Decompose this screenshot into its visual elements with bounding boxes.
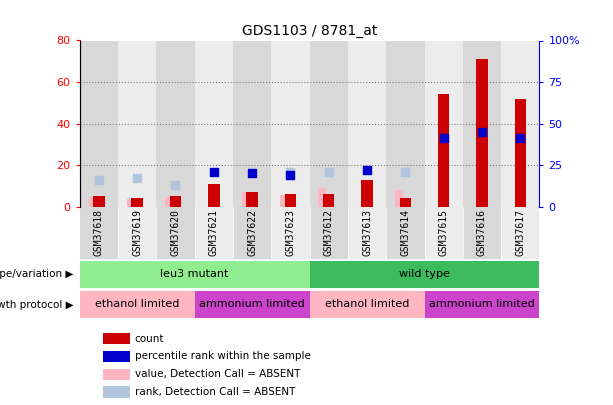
Point: [516, 135, 525, 142]
Bar: [284, 194, 296, 207]
Point: [362, 167, 372, 173]
Bar: [80, 261, 310, 288]
Bar: [103, 369, 131, 380]
Bar: [103, 351, 131, 362]
Bar: [310, 261, 539, 288]
Text: GSM37621: GSM37621: [209, 209, 219, 256]
Bar: [463, 207, 501, 259]
Bar: [501, 40, 539, 207]
Bar: [476, 59, 488, 207]
Text: rank, Detection Call = ABSENT: rank, Detection Call = ABSENT: [135, 387, 295, 397]
Text: GSM37612: GSM37612: [324, 209, 333, 256]
Text: GSM37622: GSM37622: [247, 209, 257, 256]
Bar: [271, 207, 310, 259]
Bar: [463, 40, 501, 207]
Bar: [361, 179, 373, 207]
Text: GSM37617: GSM37617: [516, 209, 525, 256]
Text: GSM37616: GSM37616: [477, 209, 487, 256]
Text: leu3 mutant: leu3 mutant: [161, 269, 229, 279]
Bar: [348, 40, 386, 207]
Bar: [127, 199, 135, 207]
Bar: [424, 291, 539, 318]
Text: growth protocol ▶: growth protocol ▶: [0, 300, 74, 310]
Title: GDS1103 / 8781_at: GDS1103 / 8781_at: [242, 24, 377, 38]
Text: value, Detection Call = ABSENT: value, Detection Call = ABSENT: [135, 369, 300, 379]
Bar: [386, 207, 424, 259]
Bar: [195, 207, 233, 259]
Text: wild type: wild type: [399, 269, 450, 279]
Bar: [170, 196, 181, 207]
Bar: [195, 40, 233, 207]
Bar: [280, 195, 288, 207]
Bar: [400, 198, 411, 207]
Text: ammonium limited: ammonium limited: [199, 299, 305, 309]
Bar: [208, 184, 219, 207]
Bar: [103, 386, 131, 398]
Point: [477, 129, 487, 135]
Text: GSM37620: GSM37620: [170, 209, 180, 256]
Bar: [310, 40, 348, 207]
Bar: [118, 207, 156, 259]
Text: GSM37614: GSM37614: [400, 209, 410, 256]
Text: GSM37613: GSM37613: [362, 209, 372, 256]
Bar: [246, 192, 258, 207]
Bar: [310, 207, 348, 259]
Bar: [233, 207, 271, 259]
Bar: [233, 40, 271, 207]
Text: GSM37618: GSM37618: [94, 209, 104, 256]
Bar: [103, 333, 131, 344]
Bar: [348, 207, 386, 259]
Bar: [156, 40, 195, 207]
Point: [324, 168, 333, 175]
Point: [247, 170, 257, 177]
Bar: [424, 207, 463, 259]
Point: [286, 168, 295, 175]
Bar: [501, 207, 539, 259]
Bar: [424, 40, 463, 207]
Text: ethanol limited: ethanol limited: [325, 299, 409, 309]
Text: percentile rank within the sample: percentile rank within the sample: [135, 352, 311, 361]
Point: [439, 135, 449, 142]
Bar: [156, 207, 195, 259]
Bar: [93, 196, 105, 207]
Bar: [242, 192, 250, 207]
Bar: [310, 291, 424, 318]
Bar: [386, 40, 424, 207]
Text: ammonium limited: ammonium limited: [429, 299, 535, 309]
Bar: [271, 40, 310, 207]
Point: [400, 168, 410, 175]
Bar: [80, 40, 118, 207]
Bar: [438, 94, 449, 207]
Bar: [80, 207, 118, 259]
Point: [286, 172, 295, 178]
Bar: [514, 98, 526, 207]
Bar: [88, 197, 97, 207]
Bar: [323, 194, 335, 207]
Text: GSM37615: GSM37615: [439, 209, 449, 256]
Bar: [318, 188, 327, 207]
Point: [132, 175, 142, 181]
Point: [94, 177, 104, 183]
Bar: [165, 197, 173, 207]
Text: genotype/variation ▶: genotype/variation ▶: [0, 269, 74, 279]
Bar: [118, 40, 156, 207]
Text: GSM37619: GSM37619: [132, 209, 142, 256]
Text: count: count: [135, 334, 164, 343]
Point: [170, 182, 180, 188]
Text: GSM37623: GSM37623: [286, 209, 295, 256]
Bar: [80, 291, 195, 318]
Text: ethanol limited: ethanol limited: [95, 299, 180, 309]
Bar: [131, 198, 143, 207]
Bar: [395, 190, 403, 207]
Bar: [195, 291, 310, 318]
Point: [209, 168, 219, 175]
